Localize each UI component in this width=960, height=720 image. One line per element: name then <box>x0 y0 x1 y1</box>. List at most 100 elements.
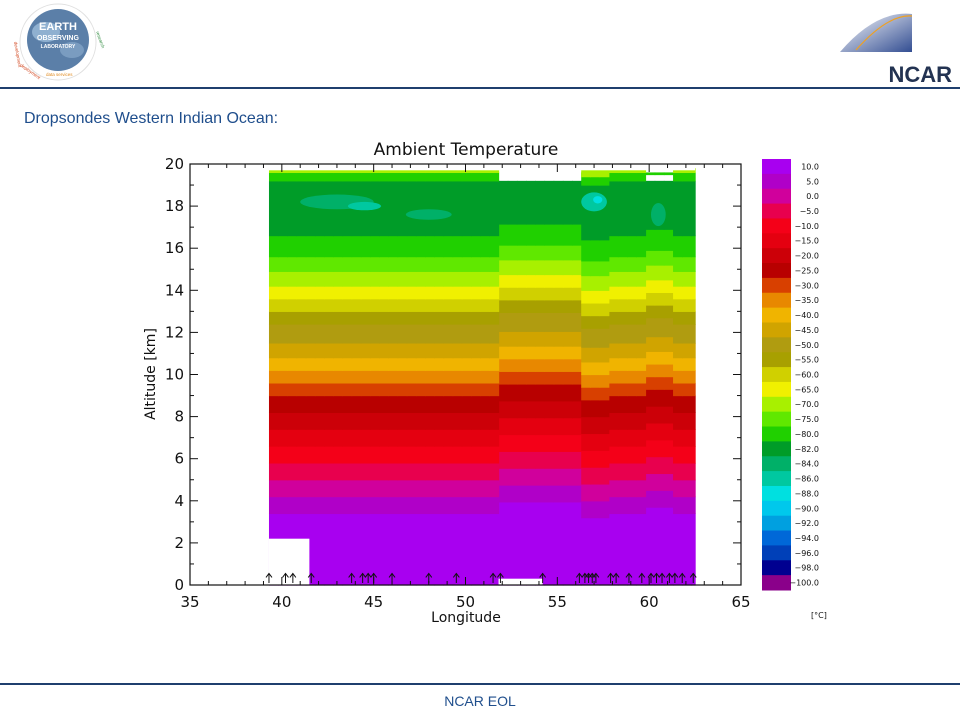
contour-band <box>480 180 490 237</box>
eol-logo[interactable]: EARTH OBSERVING LABORATORY deployment da… <box>6 2 110 82</box>
contour-band <box>489 180 500 237</box>
contour-band <box>397 172 408 182</box>
colorbar-label: −84.0 <box>794 460 819 469</box>
contour-band <box>388 462 399 481</box>
contour-band <box>305 342 316 359</box>
colorbar-label: −35.0 <box>794 296 819 305</box>
contour-band <box>278 172 288 182</box>
contour-band <box>608 412 619 430</box>
colorbar-swatch <box>762 485 791 502</box>
contour-band <box>296 298 307 312</box>
contour-band <box>425 370 435 384</box>
contour-band <box>425 311 435 325</box>
contour-band <box>535 501 546 586</box>
contour-band <box>581 416 591 435</box>
logo-line1: EARTH <box>39 21 77 33</box>
contour-band <box>443 235 454 258</box>
contour-band <box>553 501 564 586</box>
contour-band <box>627 180 637 237</box>
contour-band <box>452 479 463 498</box>
contour-band <box>480 446 490 464</box>
contour-band <box>443 382 454 397</box>
contour-band <box>590 290 601 304</box>
contour-band <box>617 513 628 586</box>
contour-band <box>480 323 490 344</box>
contour-band <box>553 223 564 246</box>
contour-band <box>627 395 637 413</box>
contour-band <box>627 286 637 300</box>
contour-band <box>691 412 696 430</box>
contour-band <box>333 168 344 174</box>
contour-band <box>663 279 674 294</box>
sonde-marker-head <box>359 572 367 578</box>
contour-band <box>333 479 344 498</box>
contour-band <box>369 286 380 300</box>
contour-band <box>590 328 601 348</box>
contour-band <box>562 287 573 301</box>
x-tick-label: 60 <box>640 593 659 611</box>
contour-band <box>673 496 683 515</box>
contour-band <box>397 256 408 272</box>
contour-band <box>397 513 408 586</box>
contour-band <box>351 479 362 498</box>
contour-band <box>425 513 435 586</box>
colorbar-label: −40.0 <box>794 311 819 320</box>
contour-band <box>287 286 298 300</box>
contour-band <box>673 311 683 325</box>
contour-band <box>654 422 665 441</box>
contour-band <box>608 446 619 464</box>
colorbar-swatch <box>762 173 791 190</box>
contour-band <box>599 239 610 262</box>
contour-band <box>333 286 344 300</box>
contour-band <box>581 315 591 329</box>
contour-band <box>480 429 490 447</box>
contour-band <box>425 256 435 272</box>
contour-band <box>461 382 472 397</box>
contour-band <box>296 286 307 300</box>
contour-band <box>590 433 601 451</box>
contour-band <box>471 446 481 464</box>
contour-band <box>397 271 408 287</box>
contour-band <box>516 358 527 372</box>
contour-band <box>489 323 500 344</box>
contour-band <box>397 357 408 371</box>
contour-band <box>452 429 463 447</box>
contour-band <box>544 312 555 332</box>
contour-band <box>673 286 683 300</box>
colorbar-label: −82.0 <box>794 445 819 454</box>
contour-band <box>526 259 536 276</box>
contour-band <box>608 235 619 258</box>
contour-band <box>581 239 591 262</box>
contour-band <box>691 357 696 371</box>
contour-band <box>627 412 637 430</box>
contour-band <box>480 342 490 359</box>
contour-band <box>471 323 481 344</box>
contour-band <box>498 223 509 246</box>
contour-band <box>434 462 445 481</box>
contour-band <box>516 245 527 261</box>
contour-band <box>581 180 591 241</box>
x-tick-label: 35 <box>180 593 199 611</box>
contour-band <box>581 290 591 304</box>
contour-band <box>287 357 298 371</box>
contour-band <box>452 235 463 258</box>
contour-band <box>434 513 445 586</box>
contour-band <box>654 229 665 251</box>
contour-band <box>305 496 316 515</box>
contour-band <box>498 371 509 385</box>
contour-band <box>636 256 647 272</box>
contour-band <box>287 180 298 237</box>
contour-band <box>268 342 279 359</box>
contour-band <box>425 412 435 430</box>
contour-band <box>360 357 371 371</box>
ncar-logo[interactable]: NCAR <box>836 4 956 87</box>
contour-band <box>406 395 417 413</box>
contour-band <box>682 311 693 325</box>
colorbar-label: −96.0 <box>794 549 819 558</box>
sonde-marker-head <box>388 572 396 578</box>
contour-band <box>507 383 518 402</box>
contour-band <box>553 485 564 503</box>
contour-band <box>608 513 619 586</box>
contour-band <box>599 416 610 435</box>
contour-band <box>379 429 389 447</box>
